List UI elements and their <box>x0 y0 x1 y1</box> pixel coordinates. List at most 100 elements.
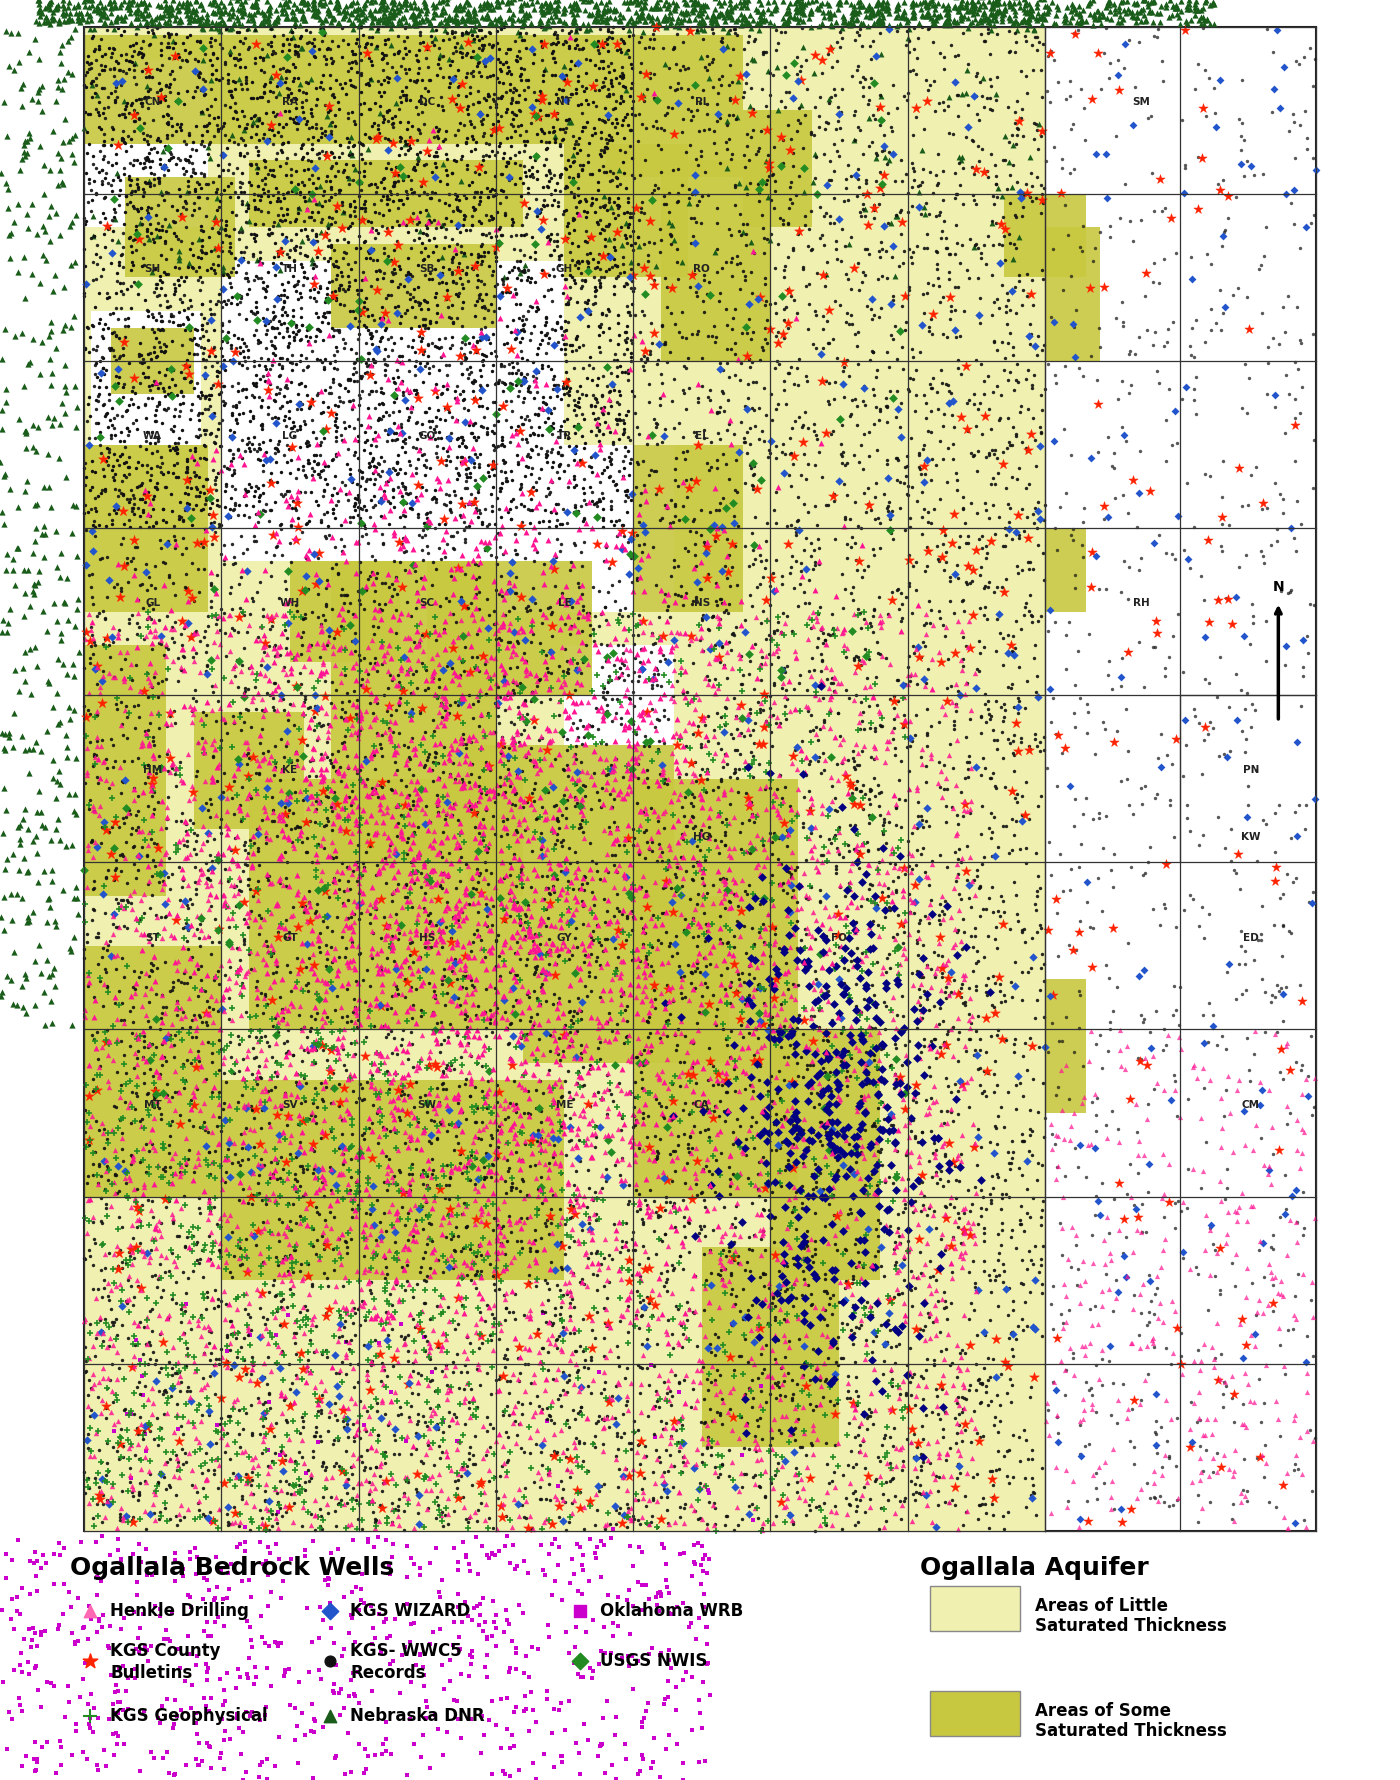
Point <box>272 1456 294 1485</box>
Point <box>830 1344 853 1372</box>
Point <box>809 671 832 700</box>
Point <box>791 1433 813 1461</box>
Point <box>519 1129 542 1157</box>
Point <box>721 262 743 290</box>
Point <box>312 1164 335 1193</box>
Point <box>322 495 344 523</box>
Point <box>697 1376 720 1404</box>
Point <box>930 356 952 384</box>
Point <box>239 1360 262 1388</box>
Point <box>584 1118 606 1146</box>
Point <box>1109 1495 1131 1524</box>
Point <box>781 189 804 217</box>
Point <box>682 1025 704 1054</box>
Point <box>622 7 644 36</box>
Point <box>666 705 689 733</box>
Point <box>483 1303 505 1331</box>
Point <box>855 942 878 970</box>
Point <box>666 618 689 646</box>
Point <box>538 1470 560 1499</box>
Point <box>108 182 130 210</box>
Point <box>1189 1431 1211 1460</box>
Point <box>475 1506 497 1534</box>
Point <box>939 292 962 320</box>
Point <box>533 805 556 833</box>
Point <box>630 198 652 226</box>
Point <box>876 943 899 972</box>
Point <box>322 639 344 668</box>
Point <box>983 577 1005 605</box>
Point <box>1211 509 1233 538</box>
Point <box>391 77 413 105</box>
Point <box>277 700 300 728</box>
Point <box>889 1380 911 1408</box>
Point <box>904 634 927 662</box>
Point <box>118 796 140 824</box>
Point <box>762 1509 784 1538</box>
Point <box>652 696 675 724</box>
Point <box>547 1492 570 1520</box>
Point <box>167 967 189 995</box>
Point <box>888 933 910 961</box>
Point <box>115 93 137 121</box>
Point <box>150 621 172 650</box>
Point <box>554 853 577 881</box>
Point <box>46 678 69 707</box>
Point <box>193 443 216 472</box>
Point <box>638 2 661 30</box>
Point <box>671 171 693 199</box>
Point <box>1239 1387 1261 1415</box>
Point <box>190 237 213 265</box>
Point <box>878 16 900 44</box>
Point <box>645 351 668 379</box>
Point <box>218 1027 241 1056</box>
Point <box>438 1307 461 1335</box>
Point <box>319 1052 342 1080</box>
Point <box>412 536 434 564</box>
Point <box>798 1365 820 1394</box>
Point <box>363 587 385 616</box>
Point <box>185 1072 207 1100</box>
Point <box>658 1721 680 1750</box>
Point <box>196 826 218 854</box>
Point <box>704 473 727 502</box>
Point <box>333 1401 356 1429</box>
Point <box>658 1187 680 1216</box>
Point <box>427 1714 449 1743</box>
Point <box>344 1040 367 1068</box>
Point <box>319 710 342 739</box>
Point <box>550 858 573 886</box>
Point <box>496 59 518 87</box>
Point <box>470 945 493 974</box>
Point <box>143 278 165 306</box>
Point <box>253 1349 276 1378</box>
Point <box>785 4 808 32</box>
Point <box>854 235 876 263</box>
Point <box>752 1216 774 1244</box>
Point <box>504 744 526 773</box>
Point <box>160 710 182 739</box>
Point <box>514 687 536 716</box>
Point <box>500 222 522 251</box>
Point <box>294 1178 316 1207</box>
Point <box>825 1347 847 1376</box>
Point <box>902 237 924 265</box>
Point <box>204 904 227 933</box>
Point <box>196 4 218 32</box>
Point <box>535 320 557 349</box>
Point <box>81 0 104 20</box>
Point <box>493 1143 515 1171</box>
Point <box>945 1330 967 1358</box>
Point <box>861 534 883 562</box>
Point <box>564 530 587 559</box>
Point <box>157 107 179 135</box>
Point <box>706 1120 728 1148</box>
Point <box>1182 885 1204 913</box>
Point <box>561 0 584 28</box>
Point <box>991 910 1014 938</box>
Point <box>832 1287 854 1315</box>
Point <box>932 1360 955 1388</box>
Point <box>694 1221 717 1250</box>
Point <box>1184 363 1207 392</box>
Point <box>700 1171 722 1200</box>
